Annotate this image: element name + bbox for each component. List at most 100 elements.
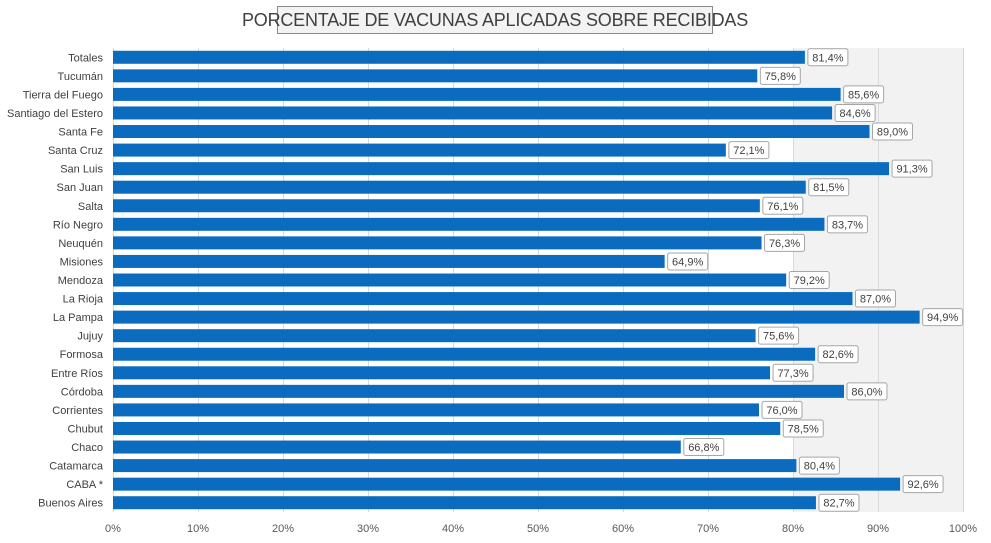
category-label: Salta (78, 201, 104, 213)
data-label-text: 76,1% (767, 201, 798, 213)
data-label: 64,9% (667, 252, 709, 271)
data-label-box (818, 493, 860, 512)
category-label: Chubut (68, 423, 103, 435)
data-label: 78,5% (782, 419, 824, 438)
data-label: 79,2% (788, 271, 830, 289)
data-label-box (872, 122, 913, 141)
category-label: Córdoba (61, 386, 104, 398)
bar (113, 496, 816, 510)
category-label: San Luis (60, 164, 103, 176)
data-label-box (788, 271, 830, 289)
data-label-text: 77,3% (777, 368, 808, 380)
category-label: Catamarca (49, 461, 104, 473)
bar (113, 292, 853, 306)
data-label-box (683, 438, 725, 457)
x-tick-label: 70% (697, 523, 719, 535)
bar (113, 329, 756, 343)
data-label-box (817, 345, 859, 364)
chart-title-text: PORCENTAJE DE VACUNAS APLICADAS SOBRE RE… (241, 9, 749, 30)
data-label: 83,7% (826, 215, 868, 234)
data-label-box (843, 85, 885, 104)
data-label-text: 76,0% (766, 405, 797, 417)
bar (113, 273, 787, 287)
category-label: Neuquén (58, 238, 103, 250)
category-label: Corrientes (52, 405, 103, 417)
data-label-box (782, 419, 824, 438)
data-label-text: 81,4% (812, 52, 843, 64)
data-label-box (808, 178, 850, 197)
data-label: 92,6% (902, 475, 944, 494)
x-tick-label: 60% (612, 523, 634, 535)
data-label: 75,6% (758, 326, 800, 345)
data-label-text: 84,6% (839, 108, 870, 120)
bar (113, 125, 870, 139)
data-label-text: 72,1% (733, 145, 764, 157)
bar (113, 366, 771, 380)
data-label-text: 66,8% (688, 442, 719, 454)
bar (113, 384, 844, 398)
category-label: Santiago del Estero (7, 108, 103, 120)
x-tick-label: 30% (357, 523, 379, 535)
data-label-text: 64,9% (672, 256, 703, 268)
data-label-text: 92,6% (907, 479, 938, 491)
bar (113, 143, 726, 157)
data-label: 76,0% (761, 400, 803, 419)
data-label: 77,3% (772, 363, 814, 382)
bar (113, 50, 805, 64)
data-label-text: 81,5% (813, 182, 844, 194)
data-label-box (772, 363, 814, 382)
bar (113, 106, 833, 120)
category-label: Jujuy (77, 331, 103, 343)
category-label: Formosa (60, 349, 104, 361)
data-label: 86,0% (846, 382, 888, 401)
bar (113, 69, 758, 83)
bar (113, 403, 759, 417)
data-label-box (728, 141, 770, 160)
bar (113, 310, 920, 324)
data-label: 81,5% (808, 178, 850, 197)
x-tick-label: 100% (949, 523, 977, 535)
data-label-box (761, 400, 803, 419)
x-tick-label: 0% (105, 523, 121, 535)
data-label-text: 75,6% (763, 331, 794, 343)
data-label-text: 83,7% (832, 219, 863, 231)
chart-title: PORCENTAJE DE VACUNAS APLICADAS SOBRE RE… (242, 6, 748, 34)
category-label: Río Negro (53, 219, 103, 231)
data-label-box (762, 196, 804, 215)
data-label-box (667, 252, 709, 271)
bar (113, 477, 901, 491)
bar (113, 180, 806, 194)
x-tick-label: 20% (272, 523, 294, 535)
data-label: 87,0% (855, 289, 896, 308)
bar (113, 347, 816, 361)
data-label-box (834, 103, 876, 122)
category-label: Santa Fe (58, 127, 103, 139)
data-label-text: 79,2% (794, 275, 825, 287)
category-label: Totales (68, 52, 103, 64)
bar (113, 421, 781, 435)
data-label-text: 82,6% (822, 349, 853, 361)
data-label: 76,3% (764, 233, 806, 252)
category-label: Santa Cruz (48, 145, 103, 157)
category-label: Buenos Aires (38, 498, 103, 510)
x-tick-label: 80% (782, 523, 804, 535)
data-label: 72,1% (728, 141, 770, 160)
bar (113, 236, 762, 250)
data-label: 76,1% (762, 196, 804, 215)
data-label-box (764, 233, 806, 252)
data-label-text: 89,0% (877, 127, 908, 139)
bar (113, 254, 665, 268)
data-label: 81,4% (807, 48, 849, 67)
data-label: 84,6% (834, 103, 876, 122)
data-label-text: 94,9% (927, 312, 958, 324)
category-label: Entre Ríos (51, 368, 103, 380)
data-label: 80,4% (798, 456, 840, 475)
x-tick-label: 10% (187, 523, 209, 535)
data-label: 82,7% (818, 493, 860, 512)
category-label: La Rioja (63, 294, 104, 306)
bar (113, 162, 890, 176)
data-label-box (891, 159, 933, 178)
data-label: 94,9% (922, 308, 964, 327)
